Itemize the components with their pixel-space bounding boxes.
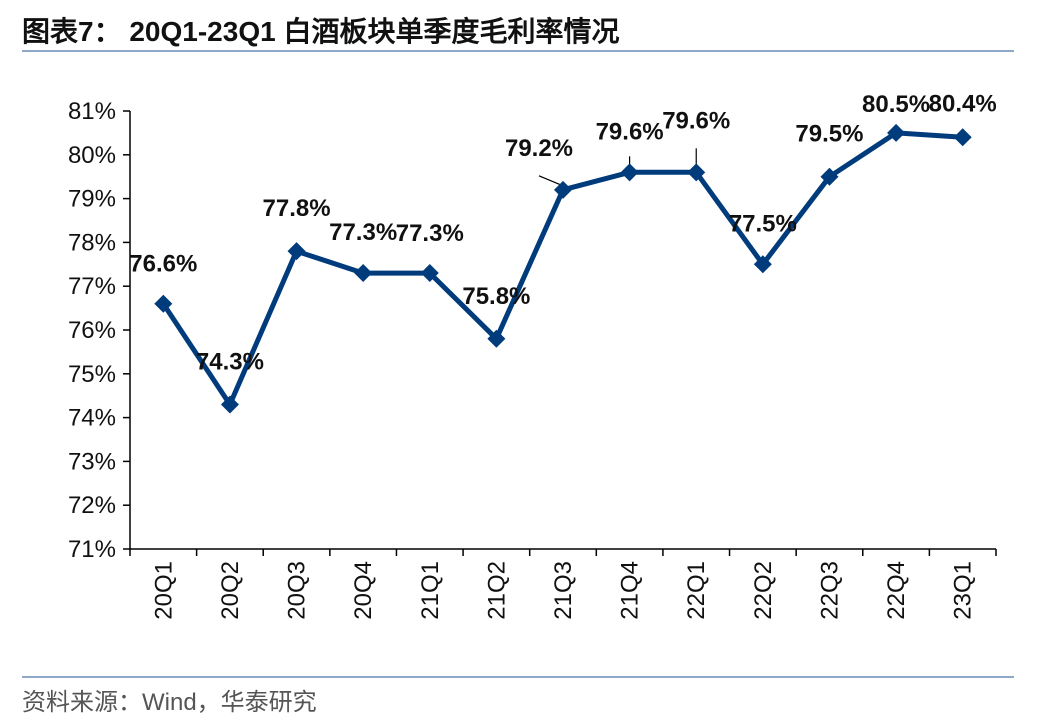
x-tick-label: 20Q1 [150, 561, 177, 620]
series-line [161, 130, 963, 407]
title-divider [22, 50, 1014, 52]
data-point-marker [887, 123, 906, 142]
y-tick-label: 81% [68, 98, 116, 125]
data-label: 77.3% [329, 219, 397, 246]
data-point-marker [953, 128, 972, 147]
data-labels: 76.6%74.3%77.8%77.3%77.3%75.8%79.2%79.6%… [129, 90, 996, 375]
data-label: 75.8% [462, 283, 530, 310]
data-label: 79.6% [596, 118, 664, 145]
data-label: 80.4% [929, 90, 997, 117]
y-tick-label: 71% [68, 536, 116, 563]
y-tick-label: 73% [68, 448, 116, 475]
x-tick-label: 22Q1 [683, 561, 710, 620]
y-tick-label: 77% [68, 273, 116, 300]
y-tick-label: 76% [68, 317, 116, 344]
data-point-marker [687, 163, 706, 182]
data-point-marker [753, 255, 772, 274]
data-label: 79.6% [662, 107, 730, 134]
data-point-marker [154, 294, 173, 313]
x-tick-label: 22Q4 [883, 561, 910, 620]
x-tick-label: 21Q3 [550, 561, 577, 620]
data-point-marker [487, 329, 506, 348]
x-axis-ticks: 20Q1 20Q2 20Q3 20Q4 21Q1 21Q2 21Q3 21Q4 22Q1 22Q2… [129, 549, 997, 620]
data-label: 74.3% [196, 348, 264, 375]
data-label: 77.3% [396, 220, 464, 247]
data-label: 76.6% [129, 251, 197, 278]
y-tick-label: 80% [68, 142, 116, 169]
y-tick-label: 78% [68, 229, 116, 256]
data-label: 77.5% [729, 210, 797, 237]
data-point-marker [354, 264, 373, 283]
data-point-marker [420, 264, 439, 283]
footer-divider [22, 676, 1014, 678]
x-tick-label: 20Q2 [217, 561, 244, 620]
x-tick-label: 20Q3 [284, 561, 311, 620]
x-tick-label: 22Q3 [816, 561, 843, 620]
x-tick-label: 21Q1 [417, 561, 444, 620]
data-point-marker [287, 242, 306, 261]
data-label: 77.8% [263, 195, 331, 222]
data-point-marker [820, 167, 839, 186]
x-tick-label: 22Q2 [750, 561, 777, 620]
data-label: 80.5% [862, 91, 930, 118]
y-tick-label: 79% [68, 186, 116, 213]
data-label: 79.2% [505, 135, 573, 162]
x-tick-label: 20Q4 [350, 561, 377, 620]
data-point-marker [620, 163, 639, 182]
data-label: 79.5% [795, 121, 863, 148]
x-tick-label: 23Q1 [950, 561, 977, 620]
y-tick-label: 74% [68, 405, 116, 432]
data-point-marker [554, 180, 572, 199]
chart-title: 图表7： 20Q1-23Q1 白酒板块单季度毛利率情况 [22, 16, 620, 47]
source-note: 资料来源：Wind，华泰研究 [22, 689, 317, 716]
y-axis-ticks: 71% 72% 73% 74% 75% 76% 77% 78% 79% 80% 81% [68, 98, 130, 563]
data-point-marker [220, 395, 239, 414]
y-tick-label: 72% [68, 492, 116, 519]
x-tick-label: 21Q4 [617, 561, 644, 620]
x-tick-label: 21Q2 [483, 561, 510, 620]
series-markers [154, 123, 972, 414]
y-tick-label: 75% [68, 361, 116, 388]
leader-line [538, 175, 564, 187]
